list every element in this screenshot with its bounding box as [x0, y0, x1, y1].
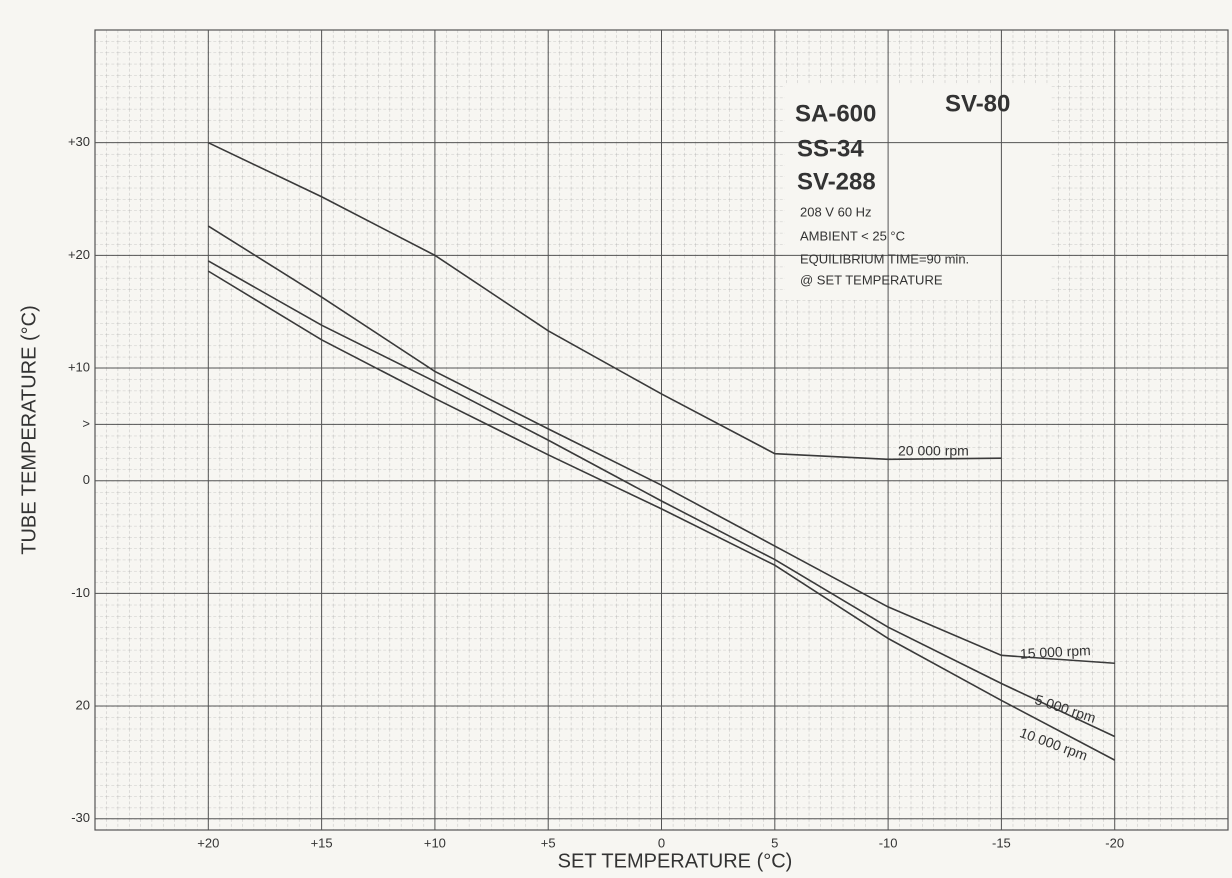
annotation: AMBIENT < 25 °C: [800, 228, 905, 243]
y-tick-label: -30: [71, 810, 90, 825]
y-tick-label: >: [82, 416, 90, 431]
series-label: 15 000 rpm: [1020, 642, 1092, 662]
y-axis-label: TUBE TEMPERATURE (°C): [18, 305, 40, 555]
series-line: [207, 270, 1116, 761]
x-tick-label: -15: [992, 835, 1011, 850]
annotation: @ SET TEMPERATURE: [800, 272, 943, 287]
x-tick-label: +10: [424, 835, 446, 850]
annotation: SS-34: [797, 135, 864, 162]
series-line: [207, 141, 1002, 461]
annotation: SV-288: [797, 168, 876, 195]
y-tick-label: -10: [71, 585, 90, 600]
series-line: [207, 260, 1116, 738]
x-axis-label: SET TEMPERATURE (°C): [558, 850, 793, 872]
x-tick-label: +15: [311, 835, 333, 850]
x-tick-label: -20: [1105, 835, 1124, 850]
y-tick-label: +30: [68, 134, 90, 149]
y-tick-label: 0: [83, 472, 90, 487]
y-tick-label: 20: [76, 697, 90, 712]
x-tick-label: 0: [658, 835, 665, 850]
x-tick-label: -10: [879, 835, 898, 850]
annotation: 208 V 60 Hz: [800, 204, 872, 219]
annotation: EQUILIBRIUM TIME=90 min.: [800, 251, 969, 266]
y-tick-label: +10: [68, 359, 90, 374]
x-tick-label: +20: [197, 835, 219, 850]
note-box: [785, 85, 1050, 300]
x-tick-label: 5: [771, 835, 778, 850]
annotation: SV-80: [945, 90, 1010, 117]
x-tick-label: +5: [541, 835, 556, 850]
annotation: SA-600: [795, 100, 876, 127]
series-label: 20 000 rpm: [898, 443, 969, 459]
series-line: [207, 225, 1115, 665]
y-tick-label: +20: [68, 247, 90, 262]
